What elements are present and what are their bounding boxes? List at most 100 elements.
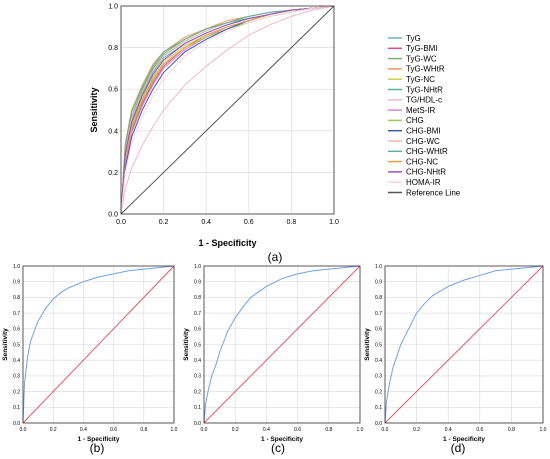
y-tick-label-a: 0.4 bbox=[108, 128, 118, 135]
panel-label-d: (d) bbox=[451, 441, 466, 455]
y-tick-label-d: 0.2 bbox=[375, 389, 382, 395]
panel-label-a: (a) bbox=[268, 250, 283, 264]
y-tick-label-c: 1.0 bbox=[194, 264, 201, 270]
y-tick-label-d: 0.4 bbox=[375, 358, 382, 364]
legend-item: CHG-NHtR bbox=[388, 168, 446, 177]
x-tick-label-d: 0.6 bbox=[476, 427, 483, 433]
y-tick-label-c: 0.3 bbox=[194, 374, 201, 380]
y-tick-label-c: 0.7 bbox=[194, 311, 201, 317]
y-tick-label-b: 0.9 bbox=[13, 279, 20, 285]
legend-label: TG/HDL-c bbox=[406, 96, 442, 105]
legend-item: TyG-BMI bbox=[388, 44, 438, 53]
y-tick-label-d: 0.3 bbox=[375, 374, 382, 380]
y-tick-label-c: 0.9 bbox=[194, 279, 201, 285]
legend-label: TyG-NHtR bbox=[406, 85, 443, 94]
roc-panel-b: 0.0 0.2 0.4 0.6 0.8 1.0 0.0 0.1 0.2 0.3 0.4 0.5 0.6 0… bbox=[2, 264, 178, 443]
legend-item: CHG-WHtR bbox=[388, 147, 448, 156]
legend-label: TyG bbox=[406, 34, 421, 43]
y-tick-label-b: 0.0 bbox=[13, 421, 20, 427]
x-axis-label-d: 1 - Specificity bbox=[443, 436, 485, 443]
x-tick-label-d: 0.4 bbox=[445, 427, 452, 433]
legend-item: TyG-WHtR bbox=[388, 65, 445, 74]
y-tick-label-d: 0.5 bbox=[375, 342, 382, 348]
y-tick-label-c: 0.0 bbox=[194, 421, 201, 427]
y-tick-label-a: 1.0 bbox=[108, 3, 118, 10]
legend-label: HOMA-IR bbox=[406, 178, 441, 187]
legend-label: CHG-BMI bbox=[406, 127, 441, 136]
roc-line-c-series-0 bbox=[203, 265, 361, 424]
roc-panel-c: 0.0 0.2 0.4 0.6 0.8 1.0 0.0 0.1 0.2 0.3 0.4 0.5 0.6 0… bbox=[183, 264, 364, 443]
legend-label: Reference Line bbox=[406, 188, 461, 197]
legend-item: HOMA-IR bbox=[388, 178, 441, 187]
y-axis-label-c: Sensitivity bbox=[183, 328, 190, 361]
legend-item: CHG-NC bbox=[388, 157, 438, 166]
x-tick-label-c: 0.4 bbox=[263, 427, 270, 433]
y-tick-label-b: 0.8 bbox=[13, 295, 20, 301]
y-tick-label-b: 0.5 bbox=[13, 342, 20, 348]
x-tick-label-b: 0.6 bbox=[110, 427, 117, 433]
legend-item: TyG bbox=[388, 34, 421, 43]
x-tick-label-d: 1.0 bbox=[540, 427, 547, 433]
y-tick-label-d: 0.9 bbox=[375, 279, 382, 285]
y-tick-label-d: 0.1 bbox=[375, 405, 382, 411]
y-tick-label-a: 0.6 bbox=[108, 87, 118, 94]
legend-label: CHG bbox=[406, 116, 424, 125]
legend-label: TyG-WC bbox=[406, 54, 437, 63]
y-tick-label-c: 0.5 bbox=[194, 342, 201, 348]
y-tick-label-c: 0.8 bbox=[194, 295, 201, 301]
x-axis-label-b: 1 - Specificity bbox=[78, 436, 120, 443]
plot-frame-b bbox=[22, 265, 175, 424]
plot-frame-a bbox=[120, 5, 335, 215]
legend-item: TyG-NC bbox=[388, 75, 435, 84]
roc-line-d-series-0 bbox=[384, 265, 544, 424]
legend-label: CHG-NHtR bbox=[406, 168, 446, 177]
y-tick-label-b: 1.0 bbox=[13, 264, 20, 270]
panel-label-c: (c) bbox=[271, 441, 285, 455]
y-tick-label-a: 0.0 bbox=[108, 211, 118, 218]
x-tick-label-c: 1.0 bbox=[357, 427, 364, 433]
roc-panel-a: 0.0 0.2 0.4 0.6 0.8 1.0 0.0 0.2 0.4 0.6 0.8 1.0 1 - … bbox=[89, 3, 339, 248]
legend-item: CHG bbox=[388, 116, 424, 125]
legend-item: CHG-WC bbox=[388, 137, 440, 146]
x-tick-label-c: 0.0 bbox=[201, 427, 208, 433]
roc-line-d-series-1 bbox=[384, 265, 544, 424]
y-tick-label-d: 0.0 bbox=[375, 421, 382, 427]
legend-item: CHG-BMI bbox=[388, 127, 441, 136]
x-axis-label-a: 1 - Specificity bbox=[198, 238, 256, 248]
x-tick-label-c: 0.8 bbox=[325, 427, 332, 433]
legend-label: TyG-WHtR bbox=[406, 65, 445, 74]
x-tick-label-d: 0.0 bbox=[382, 427, 389, 433]
legend-label: CHG-WC bbox=[406, 137, 440, 146]
x-tick-label-c: 0.2 bbox=[232, 427, 239, 433]
y-tick-label-b: 0.1 bbox=[13, 405, 20, 411]
x-tick-label-b: 0.2 bbox=[50, 427, 57, 433]
roc-line-a-chg-nhtr bbox=[120, 5, 335, 215]
legend-label: MetS-IR bbox=[406, 106, 436, 115]
plot-frame-d bbox=[384, 265, 544, 424]
x-tick-label-b: 0.0 bbox=[20, 427, 27, 433]
x-tick-label-b: 0.4 bbox=[80, 427, 87, 433]
roc-line-c-series-1 bbox=[203, 265, 361, 424]
y-tick-label-d: 0.6 bbox=[375, 327, 382, 333]
x-tick-label-a: 0.4 bbox=[201, 219, 211, 226]
legend-item: TG/HDL-c bbox=[388, 96, 442, 105]
y-axis-label-a: Sensitivity bbox=[89, 87, 99, 132]
roc-line-a-homa-ir bbox=[120, 5, 335, 215]
x-tick-label-a: 0.0 bbox=[116, 219, 126, 226]
roc-line-b-series-0 bbox=[22, 265, 175, 424]
y-tick-label-b: 0.2 bbox=[13, 389, 20, 395]
y-tick-label-b: 0.7 bbox=[13, 311, 20, 317]
y-tick-label-d: 0.8 bbox=[375, 295, 382, 301]
x-tick-label-d: 0.8 bbox=[508, 427, 515, 433]
x-tick-label-a: 1.0 bbox=[329, 219, 339, 226]
legend-item: Reference Line bbox=[388, 188, 461, 197]
panel-label-b: (b) bbox=[90, 441, 105, 455]
x-tick-label-b: 1.0 bbox=[171, 427, 178, 433]
x-tick-label-a: 0.6 bbox=[244, 219, 254, 226]
y-tick-label-a: 0.2 bbox=[108, 170, 118, 177]
y-axis-label-b: Sensitivity bbox=[2, 328, 9, 361]
legend-item: MetS-IR bbox=[388, 106, 436, 115]
y-tick-label-b: 0.6 bbox=[13, 327, 20, 333]
